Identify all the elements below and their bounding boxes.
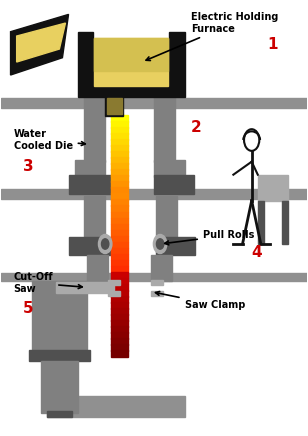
Bar — [69, 175, 111, 194]
Bar — [2, 273, 169, 281]
Bar — [29, 350, 90, 361]
Bar — [95, 38, 168, 71]
Bar — [2, 98, 306, 108]
Bar — [41, 361, 78, 413]
Bar — [111, 248, 128, 255]
Bar — [111, 140, 128, 146]
Bar — [154, 160, 184, 177]
Bar — [111, 170, 128, 176]
Bar — [154, 95, 175, 162]
Bar — [111, 157, 128, 164]
Text: 5: 5 — [23, 301, 33, 317]
Bar — [111, 284, 128, 290]
Bar — [151, 291, 163, 296]
Bar — [111, 296, 128, 303]
Bar — [163, 255, 172, 281]
Polygon shape — [10, 14, 69, 75]
Bar — [108, 291, 120, 296]
Bar — [156, 238, 195, 255]
Bar — [2, 189, 306, 198]
Text: 4: 4 — [252, 245, 262, 260]
Bar — [47, 395, 184, 417]
Bar — [111, 151, 128, 158]
Bar — [95, 38, 168, 86]
Bar — [111, 187, 128, 194]
Bar — [84, 196, 105, 240]
Text: Saw Clamp: Saw Clamp — [156, 291, 245, 310]
Bar — [107, 98, 122, 114]
Bar — [111, 218, 128, 225]
Text: Electric Holding
Furnace: Electric Holding Furnace — [146, 12, 278, 61]
Text: Cut-Off
Saw: Cut-Off Saw — [14, 272, 82, 294]
Bar — [111, 326, 128, 333]
Polygon shape — [78, 32, 184, 97]
Bar — [111, 290, 128, 296]
Bar — [111, 175, 128, 182]
Circle shape — [102, 239, 109, 249]
Bar — [111, 272, 128, 279]
Bar — [69, 238, 116, 255]
Bar — [111, 116, 128, 122]
Bar — [84, 95, 105, 162]
Bar — [111, 224, 128, 230]
Bar — [282, 201, 288, 244]
Bar — [111, 205, 128, 212]
Bar — [151, 280, 163, 285]
Bar — [111, 242, 128, 249]
Bar — [111, 211, 128, 218]
Bar — [111, 350, 128, 357]
Bar — [111, 181, 128, 188]
Bar — [111, 278, 128, 285]
Text: Pull Rolls: Pull Rolls — [165, 230, 254, 245]
Bar — [111, 254, 128, 260]
Bar — [111, 229, 128, 236]
Bar — [111, 332, 128, 339]
Polygon shape — [17, 23, 66, 62]
Circle shape — [99, 235, 112, 253]
Text: 3: 3 — [23, 159, 33, 174]
Bar — [111, 145, 128, 152]
Bar — [258, 175, 288, 201]
Bar — [156, 196, 177, 240]
Bar — [99, 255, 108, 281]
Circle shape — [156, 239, 164, 249]
Bar — [111, 164, 128, 170]
Bar — [108, 280, 120, 285]
Bar — [111, 338, 128, 344]
Bar — [151, 255, 163, 281]
Text: 2: 2 — [191, 119, 201, 135]
Bar — [111, 235, 128, 242]
Bar — [258, 201, 264, 244]
Bar — [47, 411, 71, 417]
Bar — [111, 308, 128, 314]
Bar — [111, 127, 128, 134]
Bar — [111, 320, 128, 327]
Bar — [32, 281, 87, 352]
Bar — [154, 175, 194, 194]
Text: 1: 1 — [267, 37, 278, 52]
Bar — [111, 266, 128, 272]
Bar — [111, 200, 128, 206]
Text: Water
Cooled Die: Water Cooled Die — [14, 129, 85, 151]
Bar — [169, 273, 306, 281]
Bar — [111, 133, 128, 140]
Bar — [111, 194, 128, 201]
Bar — [111, 313, 128, 320]
Bar — [56, 282, 114, 293]
Circle shape — [153, 235, 167, 253]
Bar — [111, 259, 128, 266]
Bar — [111, 121, 128, 128]
Bar — [111, 344, 128, 351]
Bar — [111, 302, 128, 309]
Bar — [87, 255, 99, 281]
Bar — [105, 97, 124, 116]
Bar — [75, 160, 105, 177]
